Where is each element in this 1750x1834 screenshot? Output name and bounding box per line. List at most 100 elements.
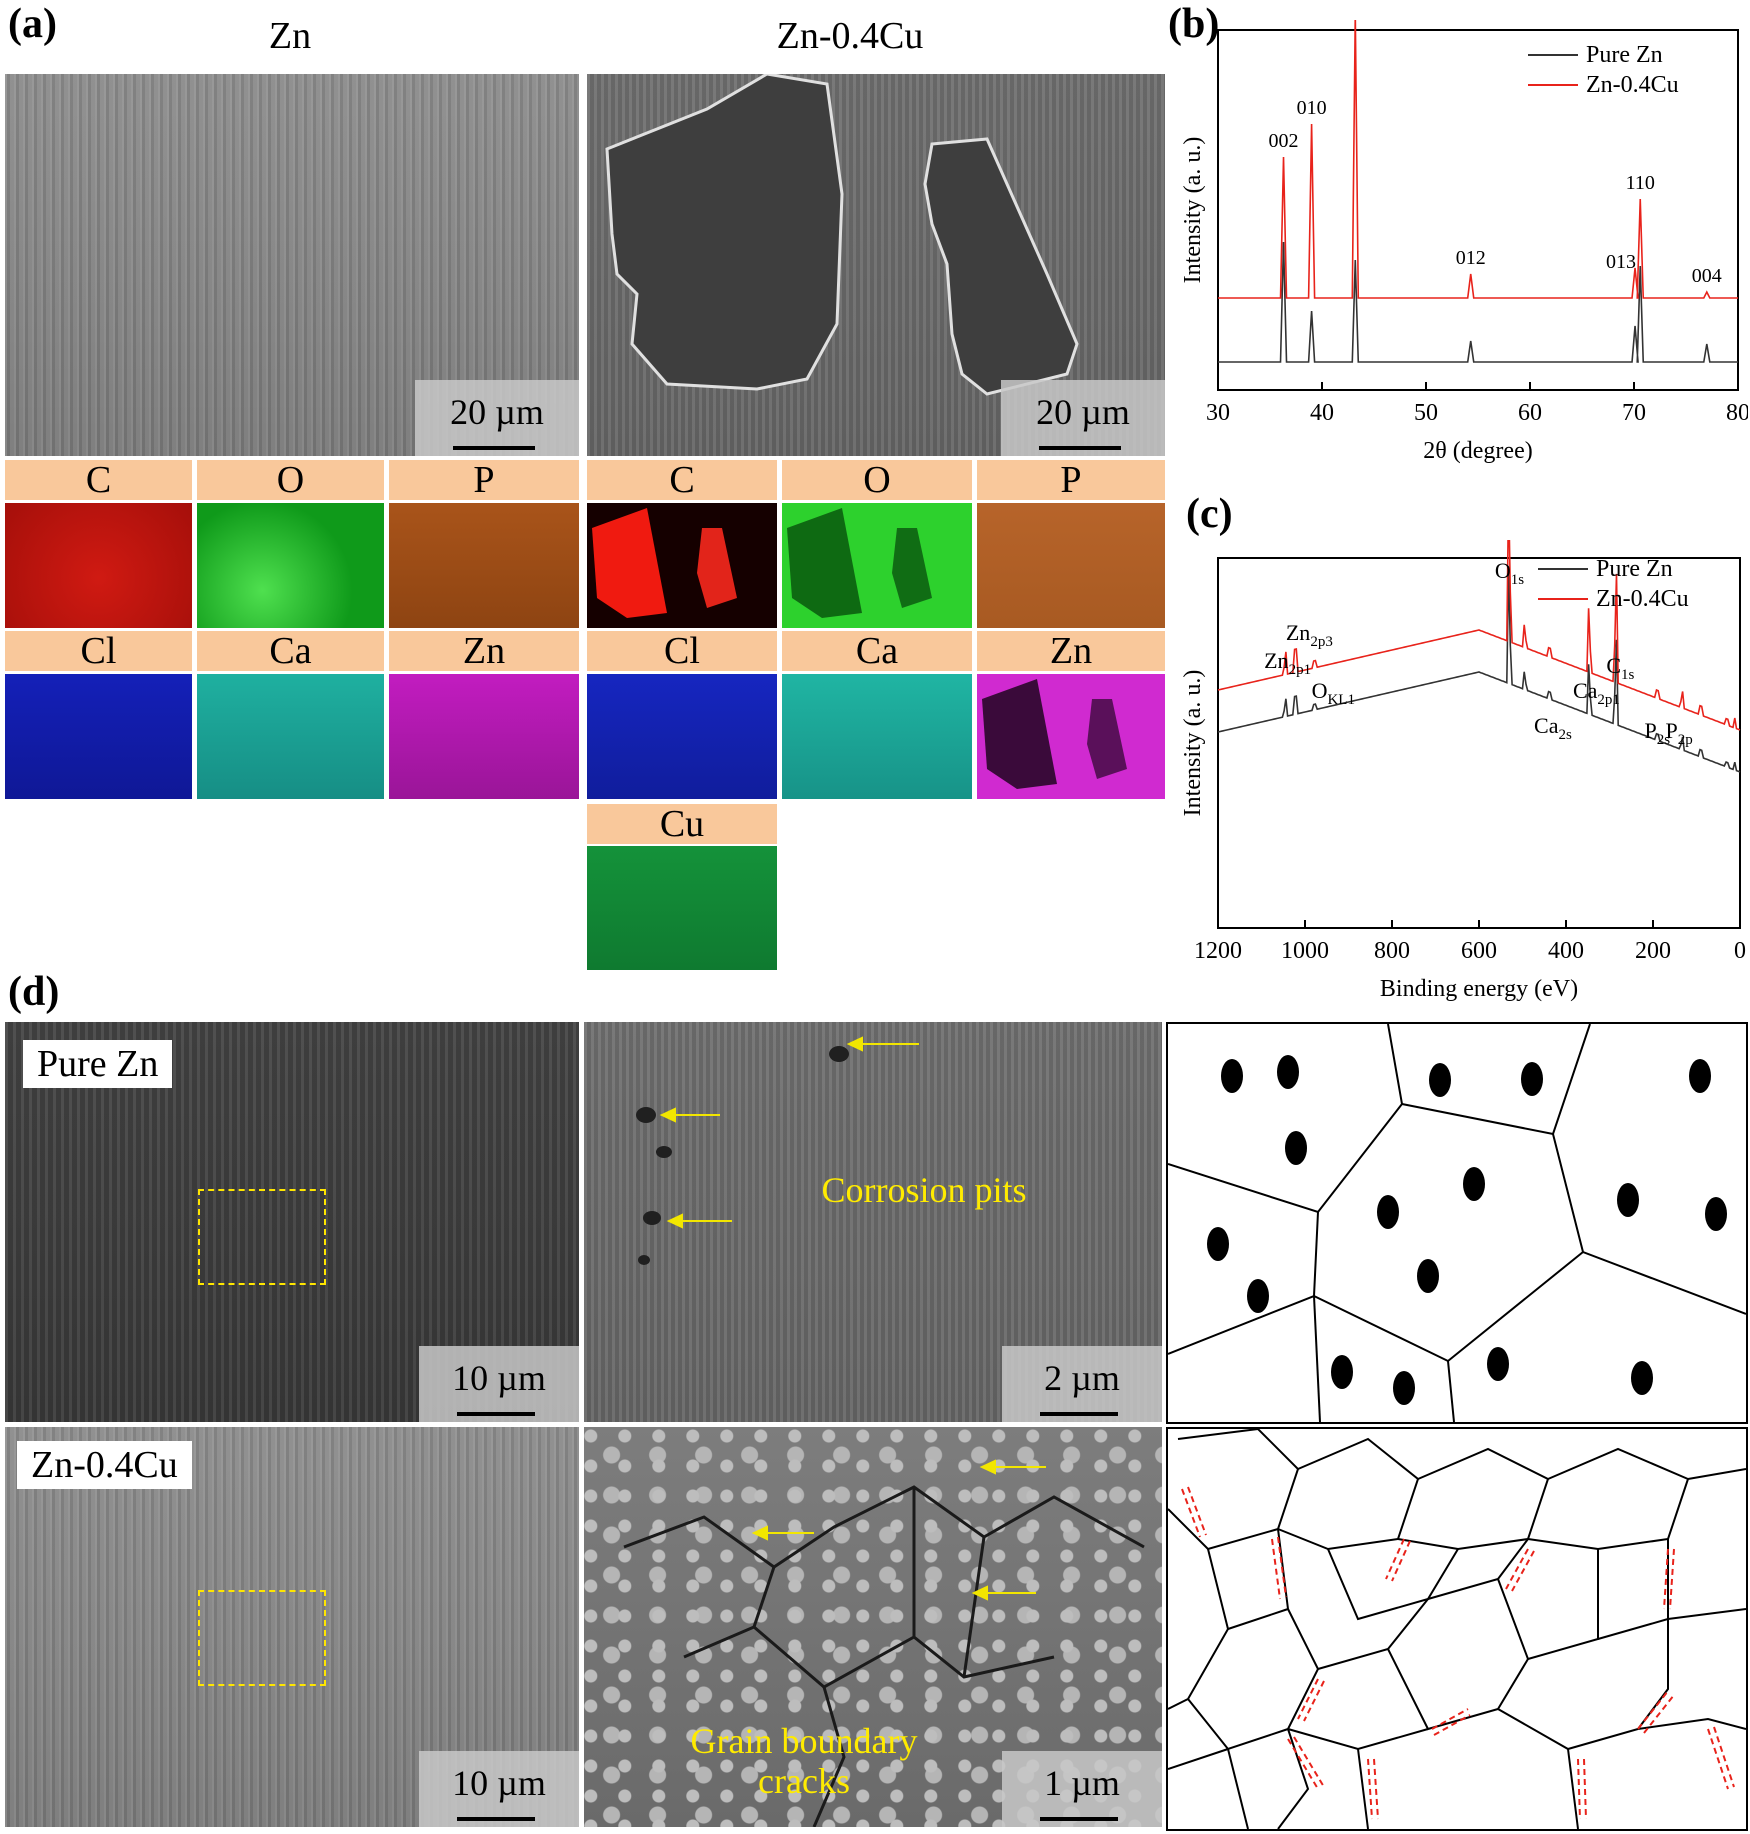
- xrd-chart: 30 40 50 60 70 80 2θ (degree) Intensity (a. u.)…: [1180, 20, 1748, 464]
- x-tick-label: 80: [1726, 400, 1748, 426]
- eds-label-p: P: [977, 460, 1165, 500]
- eds-map-c: [587, 503, 777, 628]
- peak-label: 013: [1606, 251, 1636, 273]
- eds-map-o: [197, 503, 384, 628]
- xps-chart: 1200 1000 800 600 400 200 0 Binding energy (eV)…: [1180, 540, 1746, 1002]
- eds-label-cu: Cu: [587, 804, 777, 844]
- peak-label: Ca2s: [1534, 713, 1572, 743]
- peak-label: Zn2p1: [1264, 648, 1311, 678]
- scale-bar-label: 20 µm: [415, 380, 579, 456]
- annotation-corrosion-pits: Corrosion pits: [821, 1170, 1027, 1210]
- column-title-zn-cu: Zn-0.4Cu: [776, 15, 924, 57]
- eds-label-p: P: [389, 460, 579, 500]
- legend-label: Pure Zn: [1586, 42, 1663, 68]
- eds-map-zn: [977, 674, 1165, 799]
- scale-bar-label: 1 µm: [1002, 1751, 1162, 1827]
- panel-label-c: (c): [1186, 491, 1233, 537]
- legend-label: Zn-0.4Cu: [1596, 586, 1689, 612]
- peak-label: OKL1: [1312, 678, 1355, 708]
- eds-label-cl: Cl: [5, 631, 192, 671]
- sem-image-zn: 20 µm: [5, 74, 579, 456]
- scale-bar: [457, 1817, 535, 1821]
- panel-label-b: (b): [1168, 1, 1220, 47]
- eds-label-cl: Cl: [587, 631, 777, 671]
- scale-bar: [457, 1412, 535, 1416]
- schematic-zn-cu-grains: [1166, 1427, 1748, 1831]
- eds-label-zn: Zn: [389, 631, 579, 671]
- eds-map-c: [5, 503, 192, 628]
- eds-map-p: [389, 503, 579, 628]
- scale-bar: [453, 446, 535, 450]
- sem-pure-zn-high-mag: Corrosion pits 2 µm: [584, 1022, 1162, 1422]
- sem-zn-cu-low-mag: Zn-0.4Cu 10 µm: [5, 1427, 579, 1827]
- x-tick-label: 200: [1635, 938, 1671, 964]
- x-tick-label: 0: [1734, 938, 1746, 964]
- peak-label: P2p: [1665, 718, 1692, 748]
- sem-zn-cu-high-mag: Grain boundary cracks 1 µm: [584, 1427, 1162, 1827]
- schematic-pure-zn-grains: [1166, 1022, 1748, 1424]
- scale-bar-label: 20 µm: [1001, 380, 1165, 456]
- panel-label-d: (d): [8, 969, 60, 1015]
- peak-label: 004: [1692, 265, 1722, 287]
- eds-map-ca: [197, 674, 384, 799]
- y-axis-label: Intensity (a. u.): [1180, 670, 1206, 817]
- eds-label-o: O: [782, 460, 972, 500]
- x-tick-label: 1000: [1281, 938, 1329, 964]
- scale-bar-label: 10 µm: [419, 1751, 579, 1827]
- peak-label: P2s: [1645, 718, 1671, 748]
- peak-label: Zn2p3: [1286, 620, 1333, 650]
- x-axis-label: 2θ (degree): [1423, 438, 1532, 464]
- row-label-zn-cu: Zn-0.4Cu: [17, 1441, 192, 1489]
- sem-pure-zn-low-mag: Pure Zn 10 µm: [5, 1022, 579, 1422]
- x-tick-label: 30: [1206, 400, 1230, 426]
- plot-frame: [1217, 29, 1739, 391]
- x-tick-label: 50: [1414, 400, 1438, 426]
- eds-label-c: C: [587, 460, 777, 500]
- series-line-zn-0-4cu: [1218, 20, 1738, 299]
- y-axis-label: Intensity (a. u.): [1180, 137, 1206, 284]
- x-tick-label: 600: [1461, 938, 1497, 964]
- eds-label-c: C: [5, 460, 192, 500]
- panel-label-a: (a): [8, 1, 57, 47]
- x-tick-label: 1200: [1194, 938, 1242, 964]
- scale-bar-label: 2 µm: [1002, 1346, 1162, 1422]
- sem-image-zn-cu: 20 µm: [587, 74, 1165, 456]
- eds-map-cl: [587, 674, 777, 799]
- series-line-pure-zn: [1217, 566, 1741, 773]
- scale-bar: [1039, 446, 1121, 450]
- peak-label: C1s: [1606, 653, 1634, 683]
- annotation-grain-boundary-cracks: Grain boundary cracks: [690, 1721, 918, 1801]
- x-tick-label: 40: [1310, 400, 1334, 426]
- column-title-zn: Zn: [268, 15, 312, 57]
- series-line-pure-zn: [1218, 241, 1738, 363]
- peak-label: 002: [1269, 130, 1299, 152]
- zoom-region-box: [198, 1590, 326, 1686]
- x-tick-label: 400: [1548, 938, 1584, 964]
- peak-label: 110: [1626, 172, 1655, 194]
- series-line-zn-0-4cu: [1217, 540, 1741, 731]
- eds-map-cl: [5, 674, 192, 799]
- eds-map-p: [977, 503, 1165, 628]
- peak-label: 012: [1456, 247, 1486, 269]
- scale-bar: [1040, 1412, 1118, 1416]
- row-label-pure-zn: Pure Zn: [23, 1040, 173, 1088]
- legend-label: Zn-0.4Cu: [1586, 72, 1679, 98]
- scale-bar-label: 10 µm: [419, 1346, 579, 1422]
- eds-map-ca: [782, 674, 972, 799]
- eds-label-o: O: [197, 460, 384, 500]
- x-axis-label: Binding energy (eV): [1380, 976, 1578, 1002]
- peak-label: O1s: [1495, 558, 1524, 588]
- x-tick-label: 800: [1374, 938, 1410, 964]
- eds-map-o: [782, 503, 972, 628]
- eds-label-ca: Ca: [782, 631, 972, 671]
- x-tick-label: 60: [1518, 400, 1542, 426]
- peak-label: 010: [1297, 97, 1327, 119]
- eds-map-cu: [587, 846, 777, 970]
- eds-label-ca: Ca: [197, 631, 384, 671]
- zoom-region-box: [198, 1189, 326, 1285]
- legend-label: Pure Zn: [1596, 556, 1673, 582]
- x-tick-label: 70: [1622, 400, 1646, 426]
- eds-label-zn: Zn: [977, 631, 1165, 671]
- eds-map-zn: [389, 674, 579, 799]
- peak-label: Ca2p1: [1573, 678, 1620, 708]
